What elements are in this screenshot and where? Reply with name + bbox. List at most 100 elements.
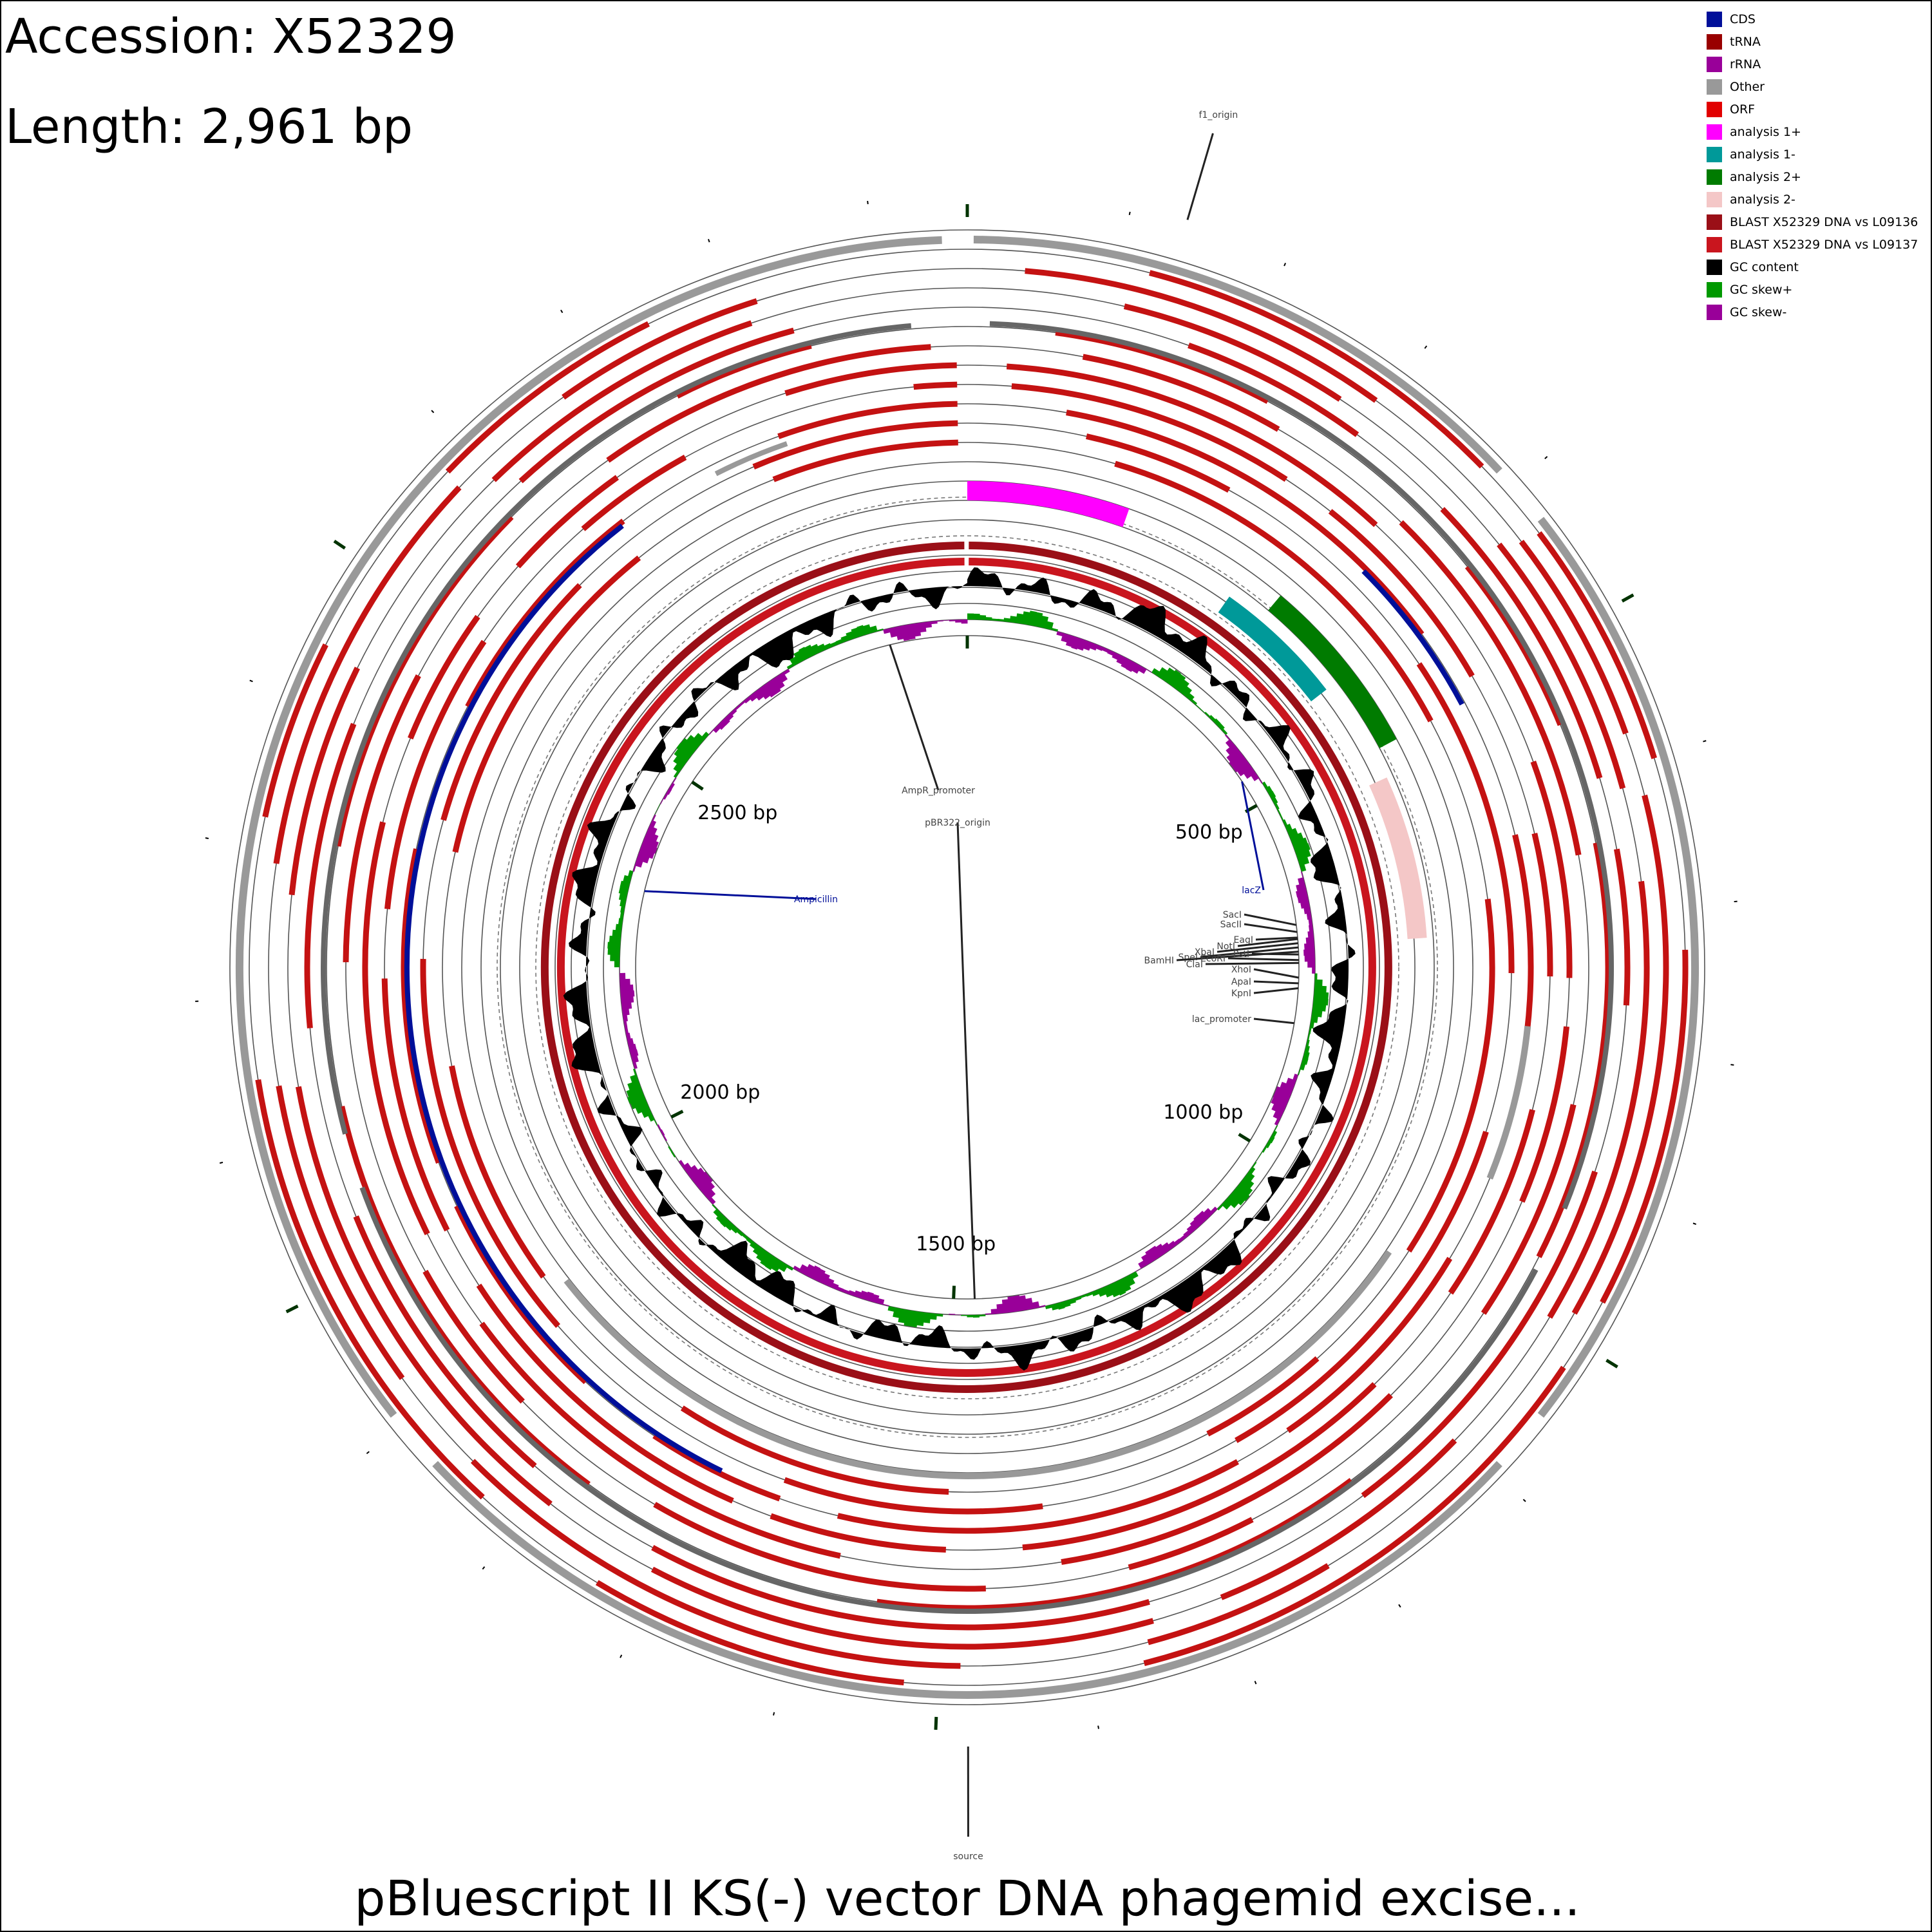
gc-skew-bar <box>1314 979 1323 987</box>
legend-swatch <box>1707 191 1722 207</box>
gc-skew-bar <box>647 825 658 835</box>
gc-skew-bar <box>635 1103 650 1114</box>
gc-skew-bar <box>631 1055 639 1063</box>
gc-skew-bar <box>758 685 771 699</box>
feature-label: EagI <box>1234 935 1253 945</box>
gc-skew-bar <box>676 743 694 759</box>
legend-swatch <box>1707 79 1722 95</box>
orf-arc <box>465 518 625 708</box>
gc-skew-bar <box>1294 843 1311 855</box>
gc-skew-bar <box>620 990 635 998</box>
gc-skew-bar <box>712 1204 717 1210</box>
outer-minor-tick <box>1522 1499 1526 1502</box>
orf-arc <box>289 667 360 896</box>
orf-arc <box>339 1106 591 1487</box>
gc-skew-bar <box>645 831 659 842</box>
gc-skew-bar <box>1097 1287 1106 1297</box>
gc-skew-bar <box>701 732 710 739</box>
gc-skew-bar <box>612 929 622 937</box>
orf-arc <box>1082 354 1280 432</box>
gc-skew-bar <box>1198 1211 1209 1222</box>
gc-skew-bar <box>1161 667 1175 683</box>
orf-arc <box>752 420 958 469</box>
gc-skew-bar <box>694 733 705 744</box>
gc-skew-bar <box>1032 1301 1040 1309</box>
orf-arc <box>1235 1130 1489 1443</box>
gc-skew-bar <box>786 1265 793 1271</box>
feature-label: AmpR_promoter <box>902 786 975 796</box>
orf-arc <box>1328 509 1475 678</box>
gc-skew-bar <box>1051 627 1059 632</box>
gc-skew-bar <box>657 1124 662 1131</box>
gc-skew-bar <box>627 1038 634 1046</box>
feature-label: SacI <box>1223 910 1242 920</box>
gc-skew-bar <box>1193 1215 1205 1226</box>
gc-skew-bar <box>626 1086 643 1097</box>
gc-skew-bar <box>1303 907 1311 914</box>
feature-label-line <box>1227 957 1299 961</box>
outer-minor-tick <box>708 239 710 243</box>
gc-skew-bar <box>1244 768 1256 779</box>
gc-skew-bar <box>972 1314 980 1318</box>
gc-skew-bar <box>1039 616 1049 629</box>
gc-skew-bar <box>1121 657 1131 669</box>
gc-skew-bar <box>943 620 950 621</box>
gc-skew-bar <box>1303 1051 1310 1059</box>
analysis-block <box>1268 595 1397 748</box>
orf-arc <box>1025 268 1378 403</box>
legend-swatch <box>1707 11 1722 27</box>
gc-skew-bar <box>1068 1298 1077 1305</box>
gc-skew-bar <box>779 1262 788 1273</box>
gc-skew-bar <box>1189 1219 1200 1230</box>
gc-skew-bar <box>1305 936 1314 944</box>
gc-skew-bar <box>996 1303 1004 1314</box>
gc-skew-bar <box>942 1314 949 1315</box>
orf-arc <box>1530 761 1573 978</box>
outer-ruler-tick <box>333 540 346 550</box>
orf-arc <box>772 439 958 482</box>
gc-skew-bar <box>708 1197 716 1205</box>
analysis-block <box>967 481 1130 527</box>
outer-minor-tick <box>867 200 869 205</box>
gc-skew-bar <box>1013 1294 1022 1312</box>
gc-skew-bar <box>1112 652 1121 660</box>
gc-skew-bar <box>1296 883 1307 892</box>
gc-skew-bar <box>618 893 627 901</box>
gc-skew-bar <box>869 625 878 633</box>
legend-swatch <box>1707 146 1722 162</box>
gc-skew-bar <box>1146 669 1152 673</box>
orf-arc <box>1128 1517 1254 1571</box>
orf-arc <box>1123 303 1342 402</box>
gc-skew-bar <box>931 621 938 625</box>
analysis-block <box>1218 596 1327 702</box>
legend-label: tRNA <box>1730 34 1761 49</box>
orf-arc <box>581 455 687 531</box>
outer-minor-tick <box>1424 345 1428 349</box>
gc-skew-bar <box>1309 1021 1314 1029</box>
orf-arc <box>650 1566 1154 1650</box>
gc-skew-bar <box>1063 1300 1071 1308</box>
gc-skew-bar <box>863 624 872 635</box>
gc-skew-bar <box>1025 1298 1034 1310</box>
orf-arc <box>1086 433 1231 493</box>
orf-arc <box>783 1477 1043 1515</box>
orf-arc <box>295 1086 553 1506</box>
gc-skew-bar <box>648 1113 655 1122</box>
gc-skew-bar <box>1132 663 1142 674</box>
gc-skew-bar <box>793 1265 800 1272</box>
orf-arc <box>1464 564 1564 726</box>
gc-skew-bar <box>762 682 777 697</box>
feature-label: ClaI <box>1186 960 1203 970</box>
gc-skew-bar <box>673 755 687 768</box>
legend-item: GC skew- <box>1707 301 1918 323</box>
outer-minor-tick <box>219 1161 223 1164</box>
gc-skew-bar <box>1209 715 1216 722</box>
gc-skew-bar <box>1157 667 1168 679</box>
orf-arc <box>770 1513 946 1553</box>
backbone-arc <box>989 321 1614 1210</box>
gc-skew-bar <box>632 1062 638 1069</box>
gc-skew-bar <box>876 628 884 632</box>
other-arc <box>432 1461 1502 1699</box>
gc-skew-bar <box>708 730 714 735</box>
blast-ring-l09137 <box>556 558 1376 1377</box>
